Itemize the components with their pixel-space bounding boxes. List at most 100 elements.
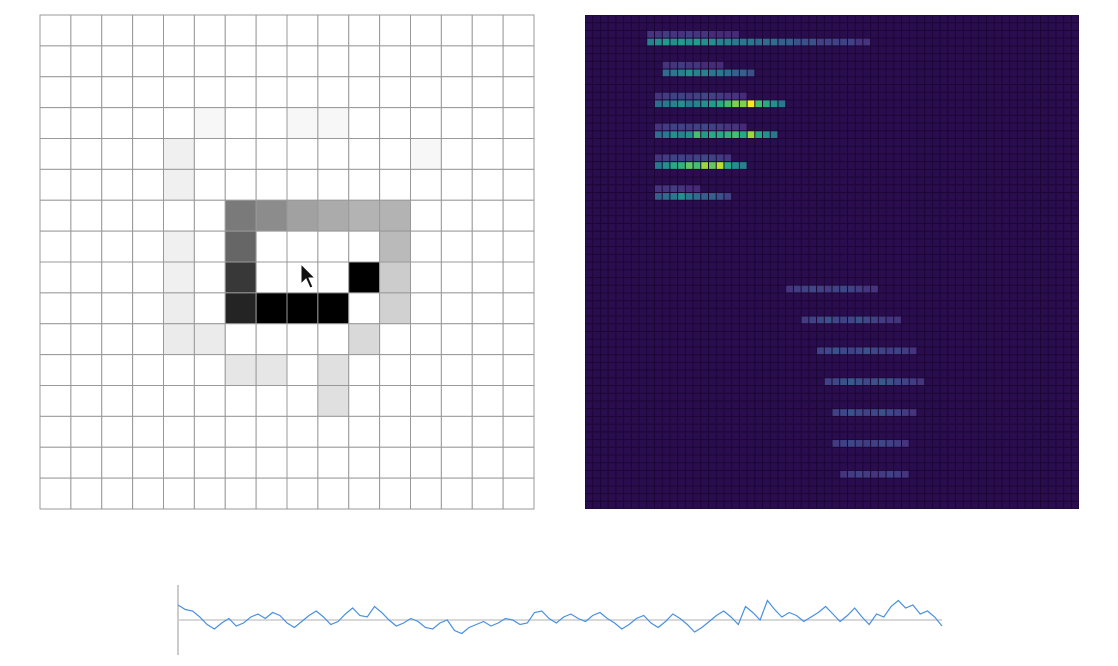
drawing-cell xyxy=(440,261,473,294)
drawing-cell xyxy=(348,446,381,479)
drawing-cell xyxy=(410,168,442,201)
drawing-cell xyxy=(471,477,504,510)
heatmap-cell xyxy=(778,100,786,108)
drawing-cell xyxy=(224,107,257,139)
heatmap-cell xyxy=(747,38,755,46)
heatmap-cell xyxy=(685,38,693,46)
heatmap-cell xyxy=(886,409,894,416)
heatmap-cell xyxy=(724,123,732,131)
heatmap-cell xyxy=(739,162,747,169)
heatmap-cell xyxy=(701,61,708,69)
heatmap-cell xyxy=(855,409,863,416)
drawing-cell xyxy=(286,354,319,386)
drawing-cell xyxy=(101,477,134,510)
heatmap-cell xyxy=(863,285,871,293)
heatmap-cell xyxy=(670,38,678,46)
heatmap-cell xyxy=(832,38,840,46)
heatmap-cell xyxy=(662,131,670,138)
drawing-cell xyxy=(132,138,164,170)
heatmap-cell xyxy=(840,409,847,416)
heatmap-cell xyxy=(871,285,878,293)
heatmap-cell xyxy=(678,61,685,69)
drawing-cell xyxy=(440,292,473,325)
drawing-cell xyxy=(502,415,535,448)
heatmap-cell xyxy=(662,100,670,108)
heatmap-cell xyxy=(716,69,724,77)
drawing-cell xyxy=(286,14,319,47)
drawing-cell xyxy=(471,261,504,294)
heatmap-cell xyxy=(886,378,894,385)
heatmap-cell xyxy=(840,470,847,478)
heatmap-cell xyxy=(701,123,708,131)
heatmap-cell xyxy=(693,38,701,46)
heatmap-cell xyxy=(894,409,901,416)
heatmap-cell xyxy=(709,100,716,108)
heatmap-cell xyxy=(685,61,693,69)
drawing-canvas[interactable] xyxy=(39,14,535,510)
heatmap-cell xyxy=(678,131,685,138)
heatmap-cell xyxy=(909,409,917,416)
drawing-cell xyxy=(224,199,257,232)
heatmap-cell xyxy=(732,162,739,169)
drawing-cell xyxy=(471,415,504,448)
drawing-cell xyxy=(70,45,103,78)
drawing-cell xyxy=(193,354,226,386)
heatmap-cell xyxy=(701,69,708,77)
drawing-cell xyxy=(440,415,473,448)
drawing-cell xyxy=(348,199,381,232)
heatmap-cell xyxy=(716,123,724,131)
drawing-cell xyxy=(39,45,72,78)
heatmap-cell xyxy=(878,440,886,447)
drawing-cell xyxy=(471,45,504,78)
heatmap-cell xyxy=(909,347,917,355)
heatmap-cell xyxy=(678,185,685,193)
drawing-cell xyxy=(255,385,288,417)
drawing-cell xyxy=(224,415,257,448)
drawing-cell xyxy=(348,477,381,510)
drawing-cell xyxy=(39,230,72,263)
drawing-cell xyxy=(70,230,103,263)
drawing-cell xyxy=(224,323,257,356)
heatmap-cell xyxy=(647,38,654,46)
drawing-cell xyxy=(502,292,535,325)
drawing-cell xyxy=(286,292,319,325)
drawing-cell xyxy=(193,199,226,232)
drawing-cell xyxy=(348,230,381,263)
heatmap-cell xyxy=(732,92,739,100)
drawing-cell xyxy=(70,354,103,386)
drawing-cell xyxy=(440,168,473,201)
drawing-cell xyxy=(39,385,72,417)
drawing-cell xyxy=(163,354,195,386)
drawing-cell xyxy=(101,76,134,109)
heatmap-cell xyxy=(693,92,701,100)
drawing-cell xyxy=(410,138,442,170)
drawing-cell xyxy=(70,138,103,170)
heatmap-cell xyxy=(840,285,847,293)
heatmap-cell xyxy=(716,92,724,100)
drawing-cell xyxy=(348,415,381,448)
drawing-cell xyxy=(39,415,72,448)
drawing-cell xyxy=(255,292,288,325)
heatmap-cell xyxy=(809,38,817,46)
heatmap-cell xyxy=(878,470,886,478)
heatmap-cell xyxy=(871,470,878,478)
drawing-cell xyxy=(39,168,72,201)
heatmap-cell xyxy=(709,30,716,38)
heatmap-cell xyxy=(770,131,778,138)
drawing-cell xyxy=(317,261,350,294)
drawing-cell xyxy=(70,107,103,139)
heatmap-cell xyxy=(747,69,755,77)
drawing-cell xyxy=(471,385,504,417)
heatmap-cell xyxy=(755,131,763,138)
drawing-cell xyxy=(440,199,473,232)
heatmap-cell xyxy=(662,38,670,46)
drawing-cell xyxy=(410,14,442,47)
drawing-cell xyxy=(39,261,72,294)
drawing-cell xyxy=(39,107,72,139)
heatmap-cell xyxy=(832,347,840,355)
drawing-cell xyxy=(471,323,504,356)
heatmap-cell xyxy=(701,193,708,200)
heatmap-cell xyxy=(685,154,693,162)
drawing-cell xyxy=(39,323,72,356)
heatmap-cell xyxy=(878,316,886,324)
